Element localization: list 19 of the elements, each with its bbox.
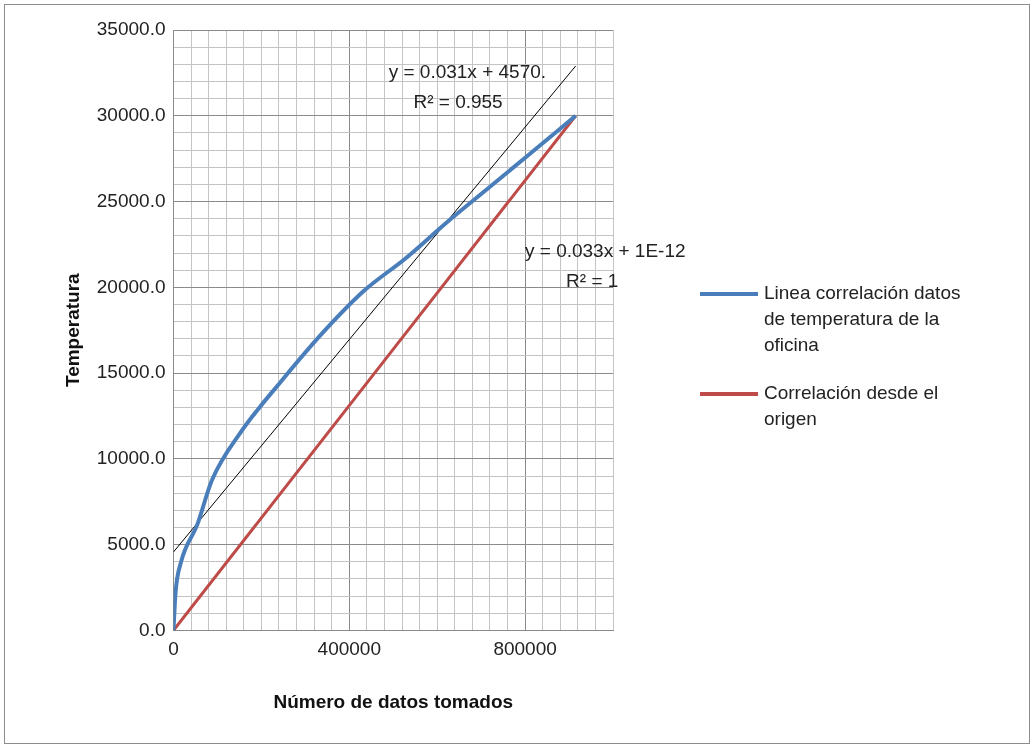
annotation: y = 0.031x + 4570. bbox=[388, 60, 547, 82]
y-tick-label: 25000.0 bbox=[96, 189, 166, 211]
annotation: R² = 0.955 bbox=[413, 90, 503, 112]
x-tick-label: 0 bbox=[168, 638, 179, 660]
y-tick-label: 30000.0 bbox=[96, 104, 166, 126]
x-tick-label: 400000 bbox=[317, 638, 381, 660]
y-tick-label: 0.0 bbox=[139, 618, 166, 640]
y-axis-title: Temperatura bbox=[61, 272, 83, 388]
x-axis-title: Número de datos tomados bbox=[273, 690, 514, 712]
y-tick-label: 15000.0 bbox=[96, 361, 166, 383]
annotation: R² = 1 bbox=[566, 270, 619, 292]
legend-label: Correlación desde el origen bbox=[764, 381, 940, 431]
x-tick-label: 800000 bbox=[493, 638, 557, 660]
y-tick-label: 10000.0 bbox=[96, 447, 166, 469]
annotation: y = 0.033x + 1E-12 bbox=[524, 240, 686, 262]
y-tick-label: 35000.0 bbox=[96, 18, 166, 40]
legend-label: Linea correlación datos de temperatura de la oficina bbox=[764, 281, 962, 357]
y-tick-label: 5000.0 bbox=[107, 532, 166, 554]
y-tick-label: 20000.0 bbox=[96, 275, 166, 297]
